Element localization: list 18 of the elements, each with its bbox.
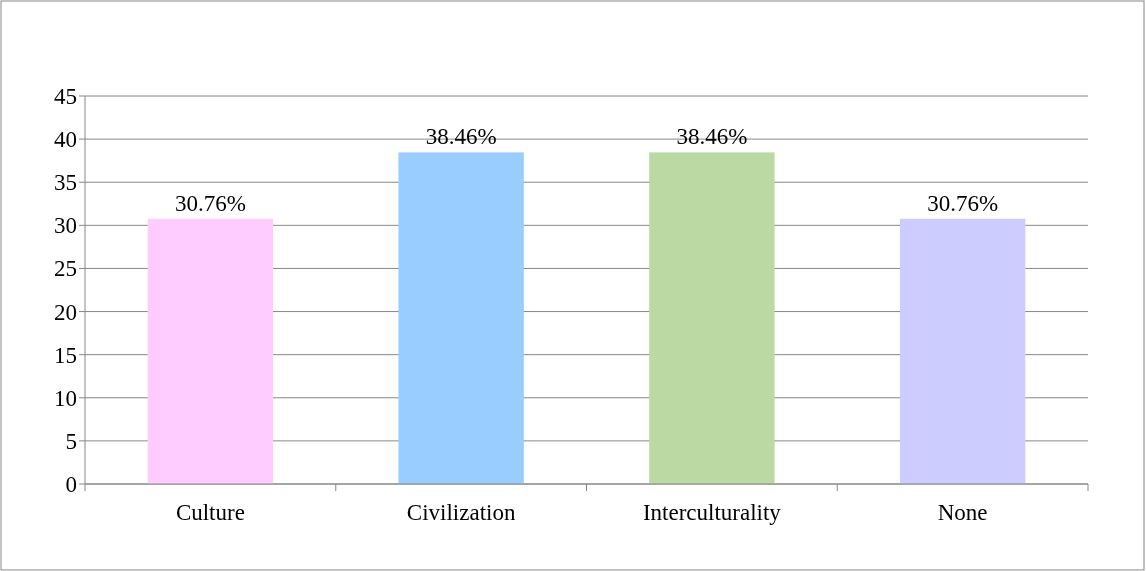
y-tick-label: 0 xyxy=(65,472,77,498)
x-tick-label: None xyxy=(937,500,988,525)
y-tick-label: 45 xyxy=(54,84,77,110)
data-label: 38.46% xyxy=(425,124,497,150)
y-tick-label: 5 xyxy=(65,428,77,454)
y-tick-label: 20 xyxy=(54,299,77,325)
y-tick-label: 25 xyxy=(54,256,77,282)
y-tick-label: 30 xyxy=(54,213,77,239)
y-tick-label: 15 xyxy=(54,342,77,368)
y-tick-label: 40 xyxy=(54,127,77,153)
y-tick-label: 35 xyxy=(54,170,77,196)
y-tick-label: 10 xyxy=(54,385,77,411)
x-tick-label: Civilization xyxy=(406,500,516,525)
x-tick-label: Culture xyxy=(175,500,245,525)
x-tick-label: Interculturality xyxy=(642,500,782,525)
data-label: 38.46% xyxy=(676,124,748,150)
data-label: 30.76% xyxy=(927,190,999,216)
data-label: 30.76% xyxy=(174,190,246,216)
